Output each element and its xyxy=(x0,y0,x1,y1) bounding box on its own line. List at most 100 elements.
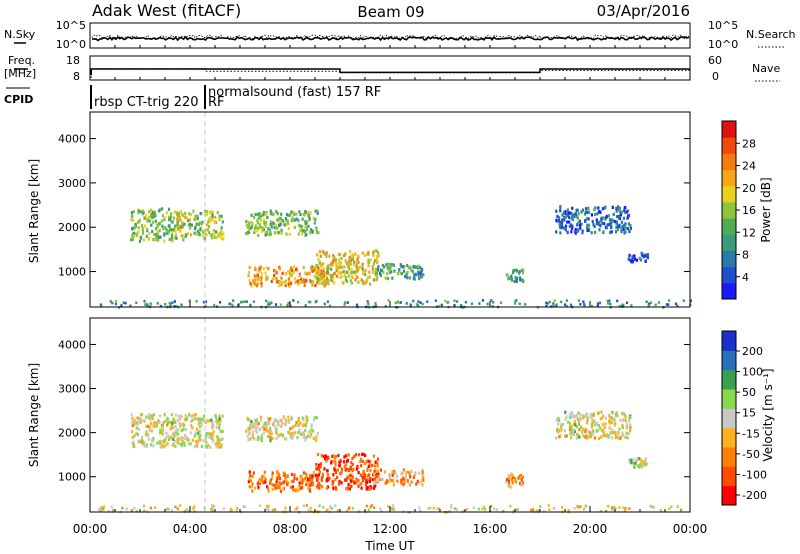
velocity-echo-cell xyxy=(310,478,313,482)
power-echo-cell xyxy=(367,250,370,254)
velocity-echo-cell xyxy=(593,419,596,423)
power-echo-cell xyxy=(131,227,134,231)
power-echo-cell xyxy=(214,215,217,219)
power-echo-cell xyxy=(518,270,521,274)
power-echo-cell xyxy=(629,226,632,230)
velocity-echo-cell xyxy=(302,418,305,422)
velocity-echo-cell xyxy=(185,508,189,511)
velocity-echo-cell xyxy=(218,438,221,442)
power-echo-cell xyxy=(177,227,180,231)
power-echo-cell xyxy=(307,271,310,275)
power-echo-cell xyxy=(570,211,573,215)
power-echo-cell xyxy=(584,219,587,223)
power-echo-cell xyxy=(180,234,183,238)
velocity-echo-cell xyxy=(334,463,337,467)
velocity-echo-cell xyxy=(568,412,571,416)
power-echo-cell xyxy=(241,300,244,304)
velocity-echo-cell xyxy=(249,424,253,428)
power-echo-cell xyxy=(391,276,394,280)
power-echo-cell xyxy=(146,227,149,232)
velocity-echo-cell xyxy=(335,470,338,474)
velocity-echo-cell xyxy=(267,504,270,508)
velocity-echo-cell xyxy=(450,506,453,509)
velocity-echo-cell xyxy=(597,437,600,441)
velocity-echo-cell xyxy=(278,486,281,490)
velocity-echo-cell xyxy=(214,415,217,419)
velocity-echo-cell xyxy=(216,435,219,439)
velocity-echo-cell xyxy=(578,428,581,432)
power-echo-cell xyxy=(354,278,357,282)
velocity-echo-cell xyxy=(290,417,293,421)
velocity-echo-cell xyxy=(141,435,144,440)
velocity-echo-cell xyxy=(251,425,254,429)
velocity-echo-cell xyxy=(614,434,617,438)
velocity-echo-cell xyxy=(152,413,155,417)
velocity-echo-cell xyxy=(506,478,509,482)
power-echo-cell xyxy=(179,229,182,233)
velocity-echo-cell xyxy=(613,423,616,427)
power-echo-cell xyxy=(262,267,265,271)
power-echo-cell xyxy=(130,211,134,215)
velocity-echo-cell xyxy=(166,423,169,427)
power-echo-cell xyxy=(301,217,304,221)
power-echo-cell xyxy=(249,303,252,307)
station-title: Adak West (fitACF) xyxy=(92,1,241,20)
velocity-echo-cell xyxy=(339,459,342,463)
velocity-echo-cell xyxy=(148,428,151,432)
power-echo-cell xyxy=(284,279,287,283)
power-echo-cell xyxy=(417,300,420,303)
power-echo-cell xyxy=(316,209,319,213)
velocity-echo-cell xyxy=(134,418,137,422)
velocity-echo-cell xyxy=(640,458,643,462)
power-echo-cell xyxy=(316,253,319,257)
power-echo-cell xyxy=(404,274,407,279)
power-echo-cell xyxy=(365,280,368,285)
power-echo-cell xyxy=(323,302,326,306)
x-tick-label: 16:00 xyxy=(473,522,508,536)
power-echo-cell xyxy=(170,214,173,218)
power-echo-cell xyxy=(579,226,582,230)
velocity-echo-cell xyxy=(561,506,564,509)
velocity-echo-cell xyxy=(317,477,320,481)
velocity-echo-cell xyxy=(582,434,585,438)
power-echo-cell xyxy=(340,275,343,279)
velocity-echo-cell xyxy=(259,479,262,483)
velocity-echo-cell xyxy=(402,471,405,475)
velocity-echo-cell xyxy=(563,429,567,433)
velocity-echo-cell xyxy=(306,477,310,481)
velocity-echo-cell xyxy=(365,504,368,508)
velocity-echo-cell xyxy=(197,431,200,435)
velocity-echo-cell xyxy=(387,505,390,508)
velocity-echo-cell xyxy=(169,435,172,439)
velocity-echo-cell xyxy=(595,429,598,433)
power-echo-cell xyxy=(167,207,171,211)
power-echo-cell xyxy=(172,216,176,220)
power-echo-cell xyxy=(164,303,167,306)
power-echo-cell xyxy=(163,233,166,237)
velocity-echo-cell xyxy=(273,483,276,488)
velocity-echo-cell xyxy=(670,505,673,509)
power-echo-cell xyxy=(606,223,609,227)
velocity-echo-cell xyxy=(269,417,272,421)
power-echo-cell xyxy=(341,281,344,285)
velocity-echo-cell xyxy=(630,458,633,462)
power-echo-cell xyxy=(316,277,319,281)
power-echo-cell xyxy=(314,217,317,221)
power-echo-cell xyxy=(337,258,341,262)
power-echo-cell xyxy=(301,232,304,236)
velocity-echo-cell xyxy=(604,509,608,513)
power-echo-cell xyxy=(606,299,609,303)
power-echo-cell xyxy=(156,223,159,227)
velocity-echo-cell xyxy=(305,504,308,507)
power-echo-cell xyxy=(568,215,571,219)
velocity-echo-cell xyxy=(595,422,598,427)
velocity-echo-cell xyxy=(373,479,376,483)
power-echo-cell xyxy=(590,231,593,235)
power-echo-cell xyxy=(600,218,603,222)
power-echo-cell xyxy=(251,222,254,226)
power-echo-cell xyxy=(515,268,518,272)
velocity-echo-cell xyxy=(209,434,212,438)
velocity-echo-cell xyxy=(307,430,310,434)
power-echo-cell xyxy=(280,231,283,235)
velocity-echo-cell xyxy=(628,458,631,462)
